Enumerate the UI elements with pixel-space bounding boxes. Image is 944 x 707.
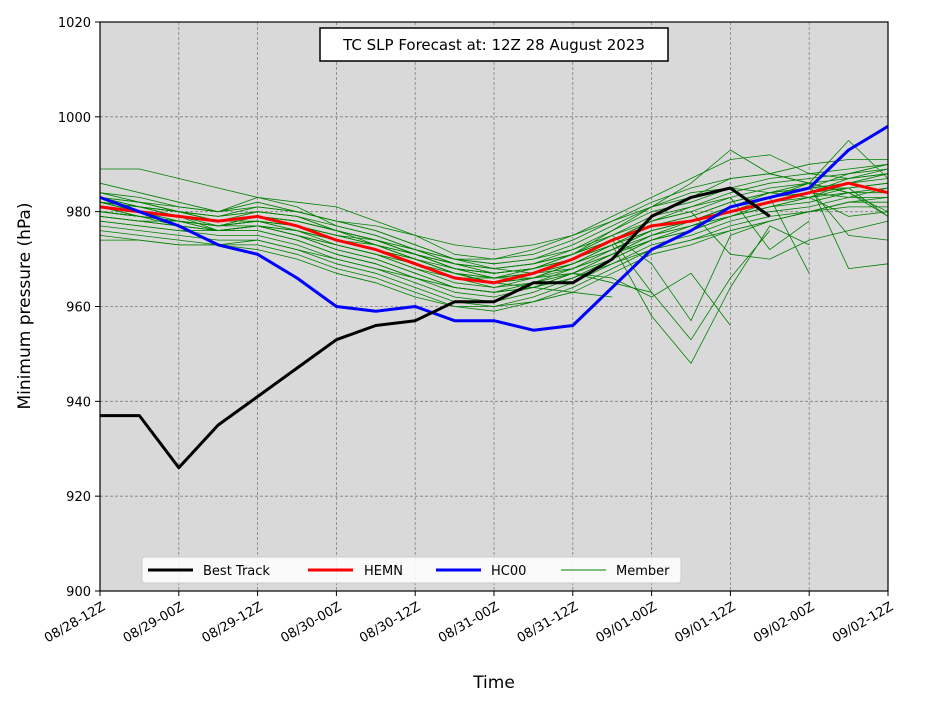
y-tick-label: 900 [66, 585, 91, 600]
x-tick-label: 09/02-00Z [751, 599, 817, 646]
main-series-lines [99, 125, 889, 470]
x-axis-ticks: 08/28-12Z 08/29-00Z 08/29-12Z 08/30-00Z 08/3… [42, 591, 896, 646]
member-line [99, 211, 889, 265]
series-line-hc00 [99, 125, 889, 332]
chart-title-box: TC SLP Forecast at: 12Z 28 August 2023 [319, 27, 669, 62]
chart-title: TC SLP Forecast at: 12Z 28 August 2023 [342, 36, 645, 54]
y-tick-label: 920 [66, 490, 91, 505]
grid [100, 22, 888, 591]
x-tick-label: 08/30-12Z [357, 599, 423, 646]
x-tick-label: 09/02-12Z [830, 599, 896, 646]
x-tick-label: 08/28-12Z [42, 599, 108, 646]
x-tick-label: 09/01-00Z [594, 599, 660, 646]
y-tick-label: 940 [66, 395, 91, 410]
legend-label-hemn: HEMN [364, 564, 403, 579]
legend: Best Track HEMN HC00 Member [141, 556, 682, 584]
y-axis-ticks: 900 920 940 960 980 1000 1020 [58, 16, 100, 600]
member-line [99, 173, 889, 251]
legend-label-best-track: Best Track [203, 564, 270, 579]
y-tick-label: 960 [66, 301, 91, 316]
series-line-best-track [100, 186, 771, 470]
legend-label-member: Member [616, 564, 670, 579]
member-line [99, 201, 888, 312]
member-line [99, 196, 810, 274]
x-tick-label: 08/29-12Z [200, 599, 266, 646]
x-tick-label: 08/31-00Z [436, 599, 502, 646]
x-tick-label: 08/29-00Z [121, 599, 187, 646]
y-tick-label: 1020 [58, 16, 91, 31]
x-tick-label: 09/01-12Z [672, 599, 738, 646]
y-tick-label: 1000 [58, 111, 91, 126]
legend-label-hc00: HC00 [491, 564, 526, 579]
x-tick-label: 08/30-00Z [278, 599, 344, 646]
y-tick-label: 980 [66, 206, 91, 221]
y-axis-title: Minimum pressure (hPa) [15, 203, 35, 410]
x-axis-title: Time [472, 673, 515, 693]
member-lines [99, 140, 889, 364]
x-tick-label: 08/31-12Z [515, 599, 581, 646]
